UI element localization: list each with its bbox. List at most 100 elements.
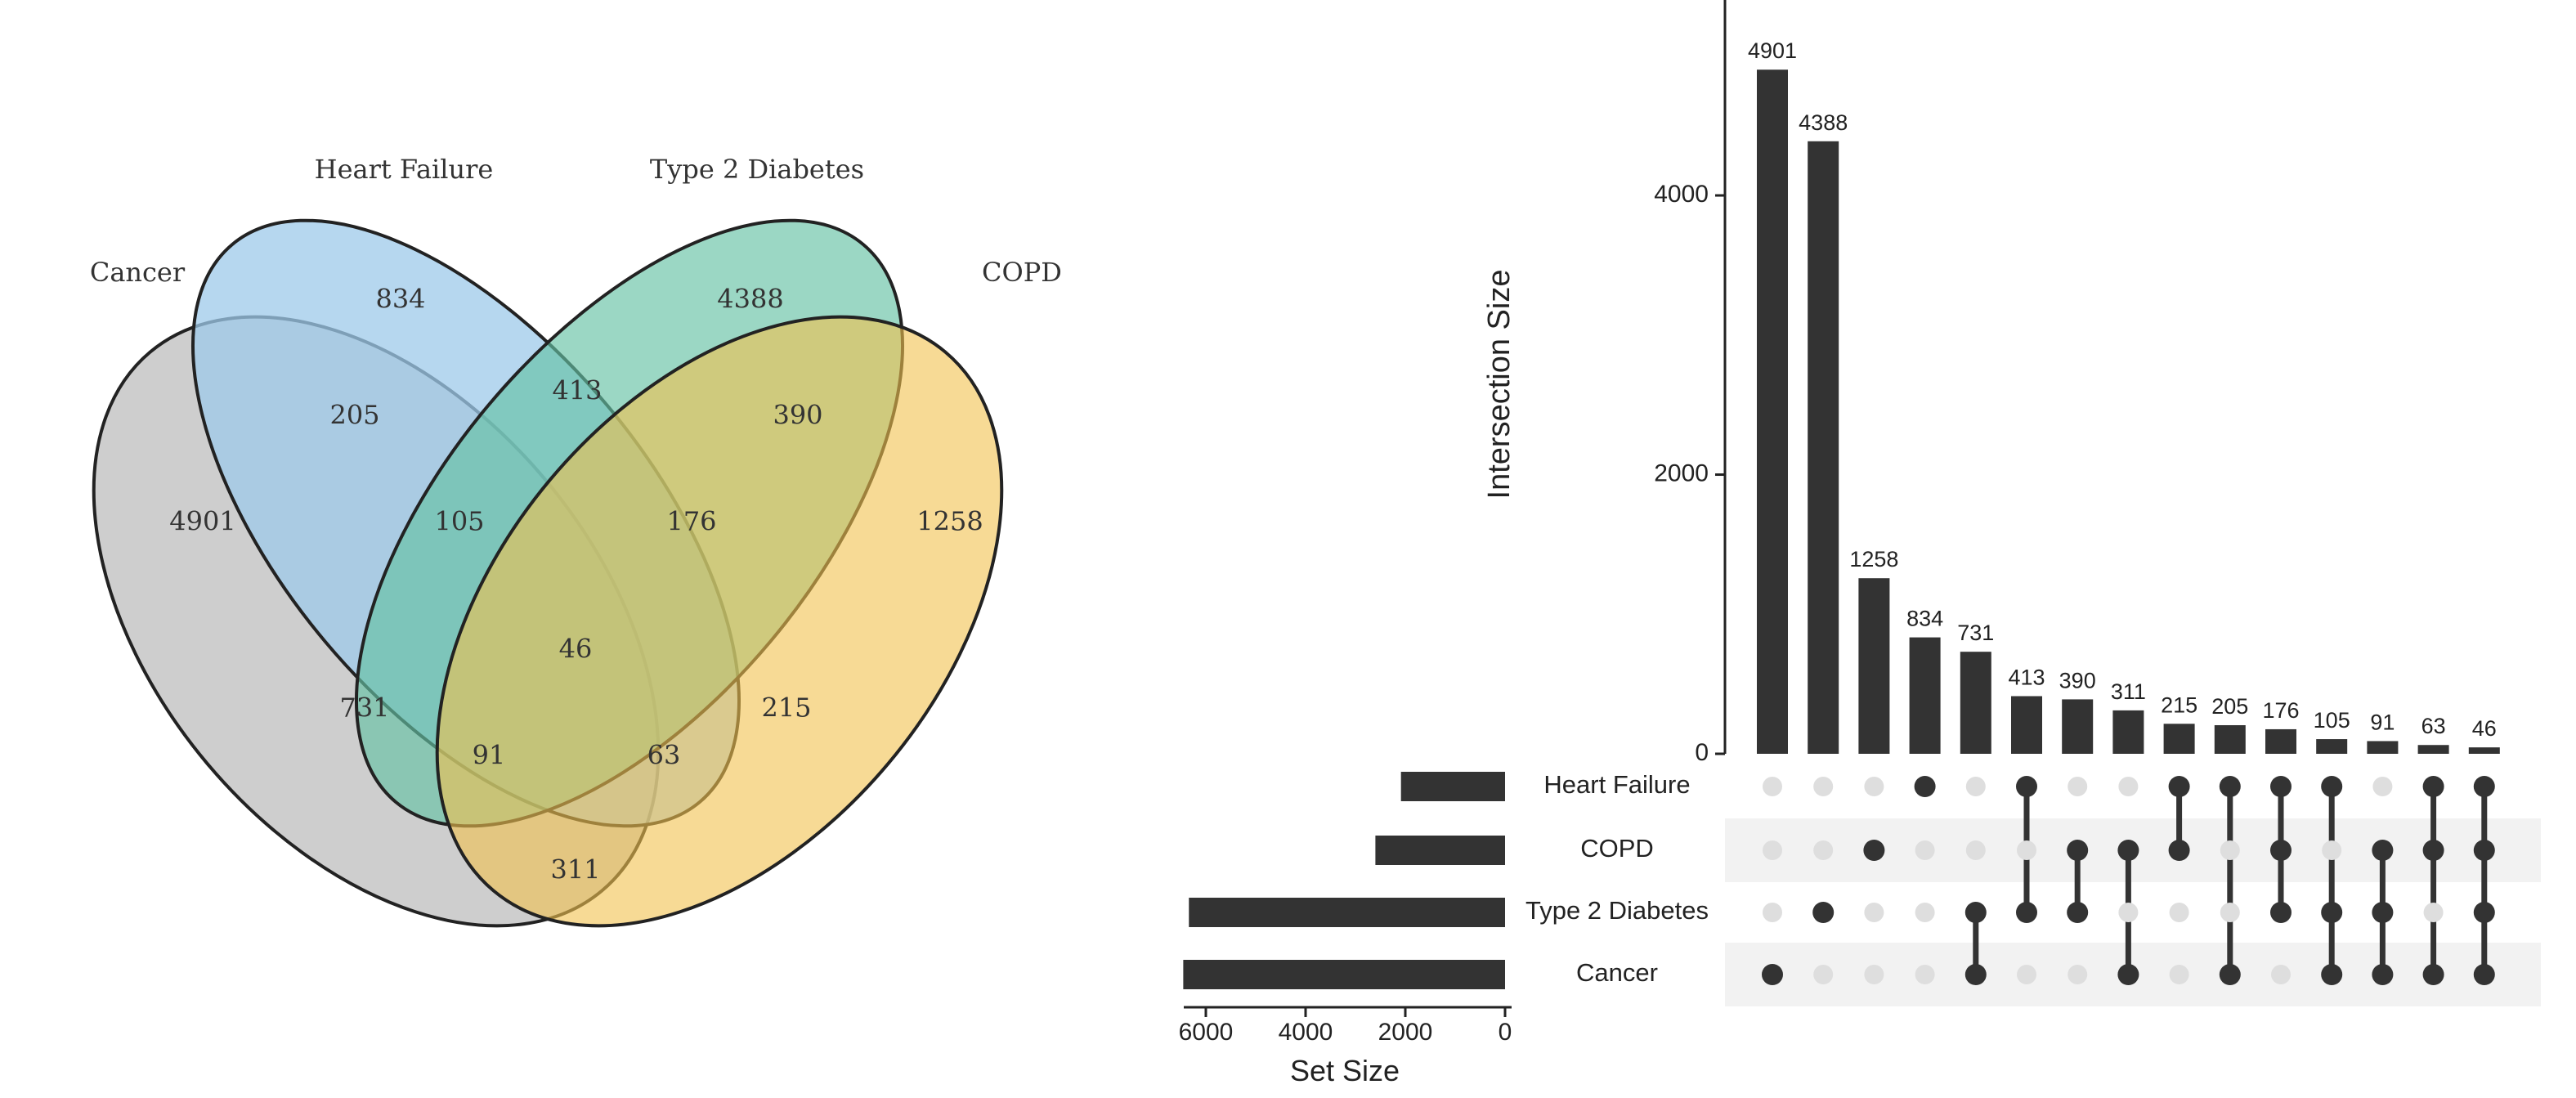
intersection-bar bbox=[2367, 741, 2399, 754]
matrix-dot-inactive bbox=[1813, 965, 1834, 984]
set-size-bar bbox=[1183, 960, 1505, 989]
matrix-dot-inactive bbox=[1763, 777, 1782, 796]
intersection-bar bbox=[1960, 652, 1991, 754]
set-size-tick-label: 2000 bbox=[1378, 1019, 1433, 1046]
matrix-dot-active bbox=[2219, 776, 2241, 797]
set-name-labels: Heart Failure COPD Type 2 Diabetes Cancer bbox=[1525, 770, 1709, 987]
intersection-bar bbox=[1757, 69, 1788, 754]
intersection-bar bbox=[2062, 699, 2094, 754]
venn-region-count: 176 bbox=[666, 506, 716, 537]
matrix-dot-active bbox=[2016, 902, 2037, 923]
venn-region-count: 4388 bbox=[717, 284, 783, 315]
matrix-dot-active bbox=[2372, 840, 2394, 861]
matrix-dot-active bbox=[2067, 840, 2089, 861]
set-size-tick-label: 0 bbox=[1499, 1019, 1512, 1046]
intersection-matrix bbox=[1762, 776, 2495, 985]
set-size-tick-label: 6000 bbox=[1179, 1019, 1234, 1046]
matrix-dot-active bbox=[2321, 964, 2343, 985]
matrix-dot-active bbox=[2270, 840, 2292, 861]
venn-region-count: 205 bbox=[329, 400, 379, 431]
matrix-dot-inactive bbox=[2068, 777, 2088, 796]
set-name-label: Cancer bbox=[1576, 958, 1658, 987]
matrix-dot-inactive bbox=[2220, 903, 2240, 922]
intersection-bar-label: 390 bbox=[2059, 668, 2096, 692]
venn-region-count: 311 bbox=[550, 854, 600, 885]
venn-ellipses bbox=[92, 218, 1004, 928]
matrix-dot-active bbox=[2422, 964, 2444, 985]
venn-region-count: 105 bbox=[434, 506, 484, 537]
matrix-dot-active bbox=[2117, 840, 2139, 861]
matrix-dot-active bbox=[2168, 776, 2190, 797]
intersection-bar-label: 311 bbox=[2111, 679, 2146, 704]
intersection-bar bbox=[1909, 637, 1941, 754]
matrix-dot-inactive bbox=[2423, 903, 2444, 922]
intersection-bar bbox=[2214, 724, 2246, 754]
matrix-dot-inactive bbox=[2322, 840, 2342, 860]
matrix-dot-inactive bbox=[1813, 840, 1834, 860]
matrix-dot-active bbox=[2372, 902, 2394, 923]
matrix-dot-inactive bbox=[2169, 965, 2189, 984]
intersection-size-label: Intersection Size bbox=[1482, 270, 1516, 500]
matrix-dot-inactive bbox=[1915, 840, 1935, 860]
upset-plot: 0 2000 4000 Intersection Size 4901 4388 1258… bbox=[1179, 0, 2541, 1087]
intersection-y-axis: 0 2000 4000 bbox=[1654, 0, 1727, 766]
matrix-dot-active bbox=[2168, 840, 2190, 861]
y-tick-label: 2000 bbox=[1654, 459, 1709, 486]
venn-set-label: Type 2 Diabetes bbox=[650, 154, 864, 185]
matrix-dot-inactive bbox=[1864, 965, 1884, 984]
intersection-bar bbox=[1808, 141, 1839, 755]
intersection-bar-label: 4901 bbox=[1748, 38, 1797, 63]
matrix-dot-active bbox=[2372, 964, 2394, 985]
intersection-bar-label: 4388 bbox=[1799, 110, 1848, 135]
matrix-dot-inactive bbox=[2169, 903, 2189, 922]
intersection-bar bbox=[2011, 696, 2042, 754]
matrix-dot-active bbox=[2067, 902, 2089, 923]
matrix-dot-inactive bbox=[1763, 840, 1782, 860]
venn-region-count: 1258 bbox=[916, 506, 983, 537]
set-size-bar bbox=[1400, 772, 1505, 801]
set-size-tick-label: 4000 bbox=[1279, 1019, 1333, 1046]
set-name-label: COPD bbox=[1580, 834, 1654, 863]
set-size-bar bbox=[1375, 836, 1505, 865]
intersection-bar bbox=[2265, 728, 2296, 754]
set-size-axis: 6000 4000 2000 0 bbox=[1179, 1006, 1512, 1046]
y-tick-label: 0 bbox=[1695, 739, 1709, 766]
venn-set-label: COPD bbox=[982, 257, 1062, 288]
matrix-dot-inactive bbox=[1915, 903, 1935, 922]
matrix-dot-inactive bbox=[2271, 965, 2291, 984]
intersection-bar-label: 63 bbox=[2421, 714, 2446, 738]
intersection-bar bbox=[2163, 724, 2195, 754]
y-tick-label: 4000 bbox=[1654, 181, 1709, 208]
intersection-bar bbox=[2112, 710, 2144, 754]
venn-region-count: 63 bbox=[647, 740, 681, 771]
matrix-dot-active bbox=[2422, 776, 2444, 797]
matrix-dot-active bbox=[2473, 902, 2495, 923]
matrix-dot-inactive bbox=[1864, 903, 1884, 922]
matrix-dot-active bbox=[1812, 902, 1835, 923]
matrix-dot-active bbox=[2473, 840, 2495, 861]
matrix-dot-inactive bbox=[2017, 840, 2036, 860]
venn-diagram: Cancer Heart Failure Type 2 Diabetes COP… bbox=[90, 154, 1062, 928]
matrix-dot-active bbox=[1762, 964, 1783, 985]
intersection-bars: 4901 4388 1258 834 731 413 390 311 215 205 176 105 9… bbox=[1748, 38, 2500, 755]
venn-region-count: 46 bbox=[559, 634, 593, 665]
matrix-dot-active bbox=[1863, 840, 1885, 861]
intersection-bar-label: 834 bbox=[1906, 607, 1943, 631]
matrix-dot-active bbox=[2270, 776, 2292, 797]
venn-region-count: 215 bbox=[761, 692, 811, 724]
matrix-dot-inactive bbox=[1965, 777, 1986, 796]
matrix-dot-active bbox=[1914, 776, 1936, 797]
set-size-bar bbox=[1189, 898, 1505, 927]
set-name-label: Heart Failure bbox=[1543, 770, 1690, 799]
matrix-dot-active bbox=[2473, 964, 2495, 985]
matrix-dot-active bbox=[1964, 964, 1987, 985]
matrix-dot-active bbox=[2117, 964, 2139, 985]
intersection-bar bbox=[1858, 578, 1890, 754]
matrix-dot-active bbox=[2219, 964, 2241, 985]
intersection-bar-label: 91 bbox=[2370, 710, 2395, 734]
matrix-dot-active bbox=[2422, 840, 2444, 861]
intersection-bar-label: 205 bbox=[2211, 694, 2248, 719]
matrix-dot-inactive bbox=[1915, 965, 1935, 984]
matrix-dot-inactive bbox=[1763, 903, 1782, 922]
matrix-dot-active bbox=[2270, 902, 2292, 923]
